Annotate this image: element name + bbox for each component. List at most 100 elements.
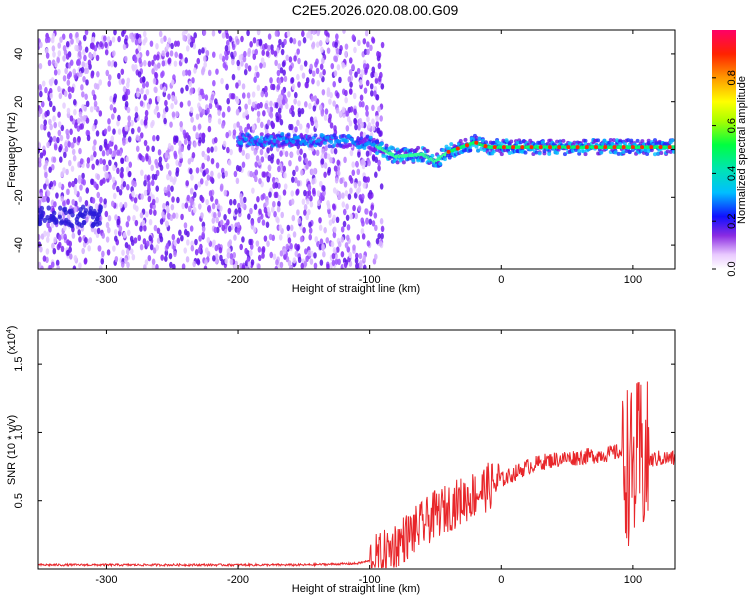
y-tick-label: -20: [13, 189, 25, 205]
heatmap-cell: [80, 84, 84, 91]
heatmap-cell: [139, 100, 144, 107]
heatmap-cell: [331, 252, 336, 260]
heatmap-cell: [254, 169, 259, 176]
heatmap-cell: [233, 170, 238, 178]
heatmap-cell: [334, 258, 339, 265]
heatmap-cell: [153, 224, 158, 232]
heatmap-cell: [344, 43, 349, 50]
heatmap-cell: [158, 156, 163, 163]
heatmap-cell: [379, 71, 383, 79]
heatmap-cell: [219, 185, 224, 192]
heatmap-cell: [416, 145, 421, 150]
heatmap-cell: [200, 196, 205, 203]
heatmap-cell: [98, 265, 103, 269]
heatmap-cell: [137, 37, 142, 44]
heatmap-cell: [165, 43, 170, 50]
heatmap-cell: [320, 110, 325, 117]
heatmap-cell: [353, 117, 357, 125]
heatmap-cell: [361, 193, 365, 200]
heatmap-cell: [214, 198, 219, 206]
heatmap-cell: [294, 91, 298, 99]
heatmap-cell: [77, 117, 81, 125]
top-y-axis-label: Frequency (Hz): [6, 112, 18, 188]
heatmap-cell: [87, 59, 92, 66]
heatmap-cell: [66, 133, 70, 140]
heatmap-cell: [308, 136, 313, 141]
heatmap-cell: [156, 95, 161, 103]
heatmap-cell: [342, 30, 346, 34]
heatmap-cell: [220, 77, 224, 85]
heatmap-cell: [183, 138, 188, 145]
heatmap-cell: [87, 245, 91, 252]
heatmap-cell: [255, 40, 260, 47]
heatmap-cell: [52, 247, 57, 255]
heatmap-cell: [358, 252, 363, 260]
heatmap-cell: [163, 186, 168, 194]
heatmap-cell: [185, 45, 190, 52]
heatmap-cell: [38, 107, 43, 115]
heatmap-cell: [163, 35, 167, 42]
heatmap-cell: [295, 165, 299, 172]
heatmap-cell: [225, 131, 229, 139]
heatmap-cell: [352, 244, 356, 251]
heatmap-cell: [557, 145, 562, 150]
heatmap-cell: [330, 240, 335, 248]
heatmap-cell: [109, 95, 113, 103]
heatmap-cell: [66, 198, 70, 205]
heatmap-cell: [60, 245, 65, 253]
heatmap-cell: [62, 102, 66, 109]
heatmap-cell: [241, 264, 246, 269]
heatmap-cell: [370, 90, 374, 97]
heatmap-cell: [215, 216, 219, 224]
heatmap-cell: [189, 168, 193, 175]
heatmap-cell: [333, 165, 338, 172]
heatmap-cell: [60, 171, 64, 178]
heatmap-cell: [178, 140, 182, 147]
colorbar-tick-label: 0.6: [726, 118, 738, 133]
heatmap-cell: [380, 41, 385, 49]
heatmap-cell: [312, 187, 316, 195]
heatmap-cell: [291, 139, 296, 144]
heatmap-cell: [236, 221, 241, 229]
heatmap-cell: [252, 53, 257, 60]
heatmap-cell: [280, 89, 285, 96]
heatmap-cell: [173, 250, 177, 258]
heatmap-cell: [329, 140, 334, 145]
heatmap-cell: [154, 86, 158, 94]
snr-series-line: [38, 381, 675, 569]
y-multiplier-base: (x10: [6, 333, 18, 354]
heatmap-cell: [277, 194, 282, 202]
heatmap-cell: [285, 243, 290, 251]
heatmap-cell: [112, 245, 116, 252]
heatmap-cell: [79, 184, 83, 191]
heatmap-cell: [304, 101, 308, 108]
heatmap-cell: [257, 159, 262, 166]
heatmap-cell: [105, 69, 110, 77]
heatmap-cell: [322, 140, 327, 145]
heatmap-cell: [236, 121, 240, 128]
heatmap-cell: [126, 106, 131, 114]
heatmap-cell: [161, 50, 166, 57]
heatmap-cell: [224, 64, 229, 71]
heatmap-cell: [78, 262, 82, 269]
heatmap-cell: [39, 41, 43, 49]
heatmap-cell: [104, 210, 109, 218]
heatmap-cell: [223, 214, 227, 221]
heatmap-cell: [192, 260, 196, 268]
heatmap-cell: [162, 202, 166, 210]
heatmap-cell: [142, 30, 147, 38]
heatmap-cell: [332, 214, 336, 222]
heatmap-cell: [154, 71, 158, 79]
x-tick-label: 100: [624, 574, 642, 586]
heatmap-cell: [370, 147, 375, 152]
heatmap-cell: [184, 202, 189, 209]
heatmap-cell: [201, 67, 205, 75]
heatmap-cell: [62, 75, 67, 82]
heatmap-cell: [319, 259, 324, 266]
heatmap-cell: [114, 255, 119, 263]
heatmap-cell: [56, 57, 60, 64]
heatmap-cell: [154, 158, 158, 166]
heatmap-cell: [281, 61, 286, 68]
heatmap-cell: [357, 180, 362, 187]
heatmap-cell: [122, 86, 127, 93]
